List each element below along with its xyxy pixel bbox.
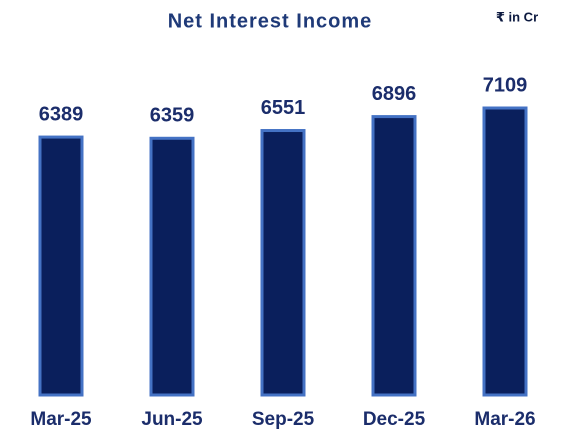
value-label: 6551 bbox=[261, 97, 306, 119]
value-label: 7109 bbox=[483, 74, 528, 96]
bar bbox=[482, 106, 528, 397]
value-label: 6389 bbox=[39, 103, 84, 125]
x-tick-label: Mar-26 bbox=[474, 409, 535, 430]
value-label: 6359 bbox=[150, 105, 195, 127]
bar bbox=[38, 135, 84, 397]
unit-label: ₹ in Cr bbox=[496, 9, 538, 24]
chart-title: Net Interest Income bbox=[168, 10, 373, 32]
value-label: 6896 bbox=[372, 83, 417, 105]
x-tick-label: Mar-25 bbox=[30, 409, 92, 430]
x-tick-label: Sep-25 bbox=[252, 409, 315, 430]
bar bbox=[149, 136, 195, 397]
bar bbox=[260, 129, 306, 397]
x-tick-label: Dec-25 bbox=[363, 409, 426, 430]
bar bbox=[371, 115, 417, 397]
x-tick-label: Jun-25 bbox=[141, 409, 203, 430]
